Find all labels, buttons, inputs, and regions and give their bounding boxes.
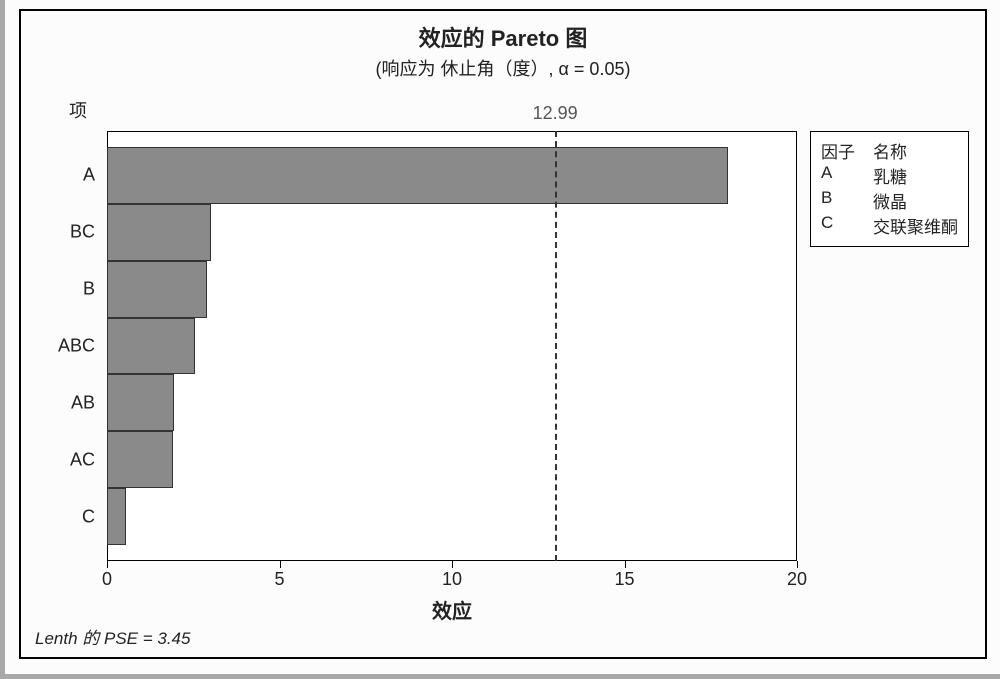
chart-title: 效应的 Pareto 图 [21,21,985,53]
reference-line [555,131,557,561]
category-label: C [21,506,95,527]
title-block: 效应的 Pareto 图 (响应为 休止角（度）, α = 0.05) [21,21,985,81]
xaxis-tick-mark [625,561,626,568]
xaxis-title: 效应 [432,595,472,624]
chart-subtitle: (响应为 休止角（度）, α = 0.05) [21,55,985,81]
xaxis-tick-label: 10 [442,569,462,590]
footer-note: Lenth 的 PSE = 3.45 [35,624,190,649]
legend-grid: 因子 名称 A 乳糖 B 微晶 C 交联聚维酮 [821,138,958,238]
category-label: AB [21,392,95,413]
xaxis-tick-label: 5 [274,569,284,590]
xaxis-tick-mark [452,561,453,568]
pareto-bar [107,204,211,261]
chart-panel: 效应的 Pareto 图 (响应为 休止角（度）, α = 0.05) 项 AB… [19,9,987,659]
pareto-bar [107,147,728,204]
xaxis-tick-label: 15 [614,569,634,590]
legend-header-factor: 因子 [821,138,855,163]
legend-factor: A [821,163,855,188]
pareto-bar [107,318,195,375]
xaxis-tick-mark [797,561,798,568]
legend-factor: C [821,213,855,238]
legend-factor: B [821,188,855,213]
category-label: B [21,279,95,300]
pareto-bar [107,374,174,431]
pareto-bar [107,431,173,488]
pareto-bar [107,488,126,545]
legend-name: 乳糖 [873,163,958,188]
legend-name: 交联聚维酮 [873,213,958,238]
legend-header-name: 名称 [873,138,958,163]
xaxis-tick-mark [107,561,108,568]
category-label: BC [21,222,95,243]
reference-value-label: 12.99 [533,103,578,124]
xaxis-tick-label: 0 [102,569,112,590]
pareto-bar [107,261,207,318]
xaxis-tick-label: 20 [787,569,807,590]
category-label: A [21,165,95,186]
legend-box: 因子 名称 A 乳糖 B 微晶 C 交联聚维酮 [810,131,969,247]
category-label: ABC [21,336,95,357]
outer-frame: 效应的 Pareto 图 (响应为 休止角（度）, α = 0.05) 项 AB… [0,0,1000,679]
xaxis-tick-mark [280,561,281,568]
category-label: AC [21,449,95,470]
yaxis-title: 项 [69,97,87,123]
legend-name: 微晶 [873,188,958,213]
